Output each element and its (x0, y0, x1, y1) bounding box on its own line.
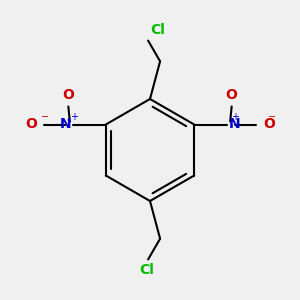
Text: Cl: Cl (151, 23, 165, 37)
Text: N: N (60, 118, 71, 131)
Text: −: − (268, 112, 276, 122)
Text: O: O (226, 88, 238, 102)
Text: N: N (229, 118, 240, 131)
Text: O: O (25, 118, 37, 131)
Text: +: + (231, 112, 239, 122)
Text: +: + (70, 112, 78, 122)
Text: O: O (62, 88, 74, 102)
Text: Cl: Cl (139, 263, 154, 277)
Text: O: O (263, 118, 275, 131)
Text: −: − (41, 112, 49, 122)
